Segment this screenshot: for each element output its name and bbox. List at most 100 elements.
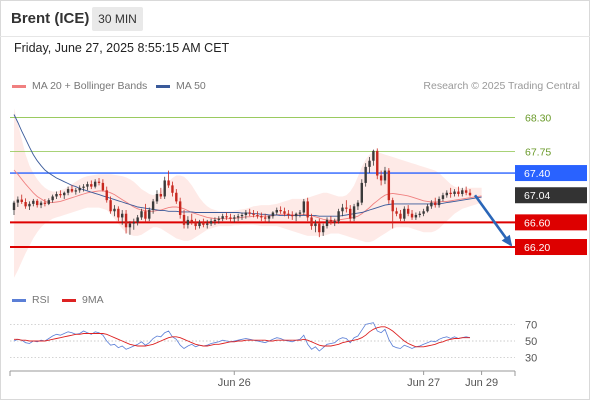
candle-body bbox=[383, 170, 387, 181]
candle bbox=[449, 187, 452, 198]
candle-body bbox=[148, 210, 151, 219]
candle-body bbox=[337, 211, 340, 222]
candle-body bbox=[159, 194, 163, 197]
ma50-label: MA 50 bbox=[176, 80, 206, 92]
candle-body bbox=[39, 202, 43, 206]
candle bbox=[159, 187, 163, 199]
candle bbox=[256, 211, 259, 219]
candlesticks-layer bbox=[12, 148, 472, 238]
candle bbox=[271, 211, 275, 219]
candle bbox=[20, 194, 23, 204]
candle bbox=[171, 181, 174, 197]
candle-body bbox=[410, 213, 414, 218]
candle bbox=[379, 170, 383, 186]
candle-body bbox=[263, 217, 267, 219]
candle-body bbox=[186, 219, 190, 225]
candle-body bbox=[244, 212, 248, 215]
candle-body bbox=[82, 186, 85, 188]
candle bbox=[314, 219, 317, 233]
candle-body bbox=[101, 182, 105, 191]
candle bbox=[225, 212, 228, 220]
candle-body bbox=[306, 201, 309, 218]
candle-body bbox=[55, 194, 58, 197]
ma20-swatch bbox=[12, 84, 26, 88]
candle-body bbox=[16, 199, 20, 203]
candle bbox=[376, 148, 379, 180]
candle-body bbox=[426, 206, 429, 212]
ma20-label: MA 20 + Bollinger Bands bbox=[32, 80, 148, 92]
candle-body bbox=[151, 201, 155, 211]
candle-body bbox=[167, 180, 170, 186]
candle bbox=[341, 203, 344, 217]
candle bbox=[28, 201, 31, 211]
candle-body bbox=[105, 190, 108, 201]
rsi-ma-label: 9MA bbox=[82, 294, 104, 306]
candle bbox=[190, 213, 193, 225]
forecast-arrow-head bbox=[501, 234, 513, 247]
level-label-67.04: 67.04 bbox=[524, 190, 550, 202]
candle-body bbox=[70, 189, 74, 192]
candle bbox=[333, 218, 336, 227]
candle bbox=[182, 210, 186, 229]
candle-body bbox=[360, 182, 363, 203]
candle bbox=[414, 212, 418, 220]
chart-header: Brent (ICE) 30 MIN bbox=[0, 0, 590, 37]
rsi-label: RSI bbox=[32, 294, 50, 306]
rsi-swatch bbox=[12, 298, 26, 302]
level-label-bg-67.40 bbox=[515, 165, 587, 182]
candle-body bbox=[132, 222, 135, 224]
timeframe-button[interactable]: 30 MIN bbox=[92, 7, 143, 31]
legend-ma20: MA 20 + Bollinger Bands bbox=[12, 80, 147, 92]
forecast-arrow-layer bbox=[473, 194, 513, 247]
candle-body bbox=[352, 206, 356, 219]
candle-body bbox=[190, 219, 193, 223]
candle-body bbox=[464, 190, 468, 193]
candle-body bbox=[414, 214, 418, 218]
copyright-text: Research © 2025 Trading Central bbox=[423, 80, 580, 92]
candle-body bbox=[171, 185, 174, 193]
candle bbox=[155, 190, 159, 204]
candle-body bbox=[387, 170, 391, 201]
candle-body bbox=[341, 207, 344, 212]
candle bbox=[221, 213, 224, 222]
candle-body bbox=[217, 218, 221, 220]
candle-body bbox=[406, 208, 410, 214]
candle bbox=[202, 218, 205, 228]
candle-body bbox=[24, 202, 27, 207]
candle-body bbox=[43, 202, 47, 204]
candle-body bbox=[225, 216, 228, 218]
candle bbox=[43, 198, 47, 207]
candle bbox=[434, 197, 437, 208]
candle bbox=[233, 214, 236, 223]
candle-body bbox=[178, 201, 182, 215]
candle bbox=[70, 185, 74, 193]
legend-rsi: RSI bbox=[12, 294, 50, 306]
candle-body bbox=[298, 212, 302, 214]
candle-body bbox=[240, 214, 244, 217]
candle-body bbox=[291, 214, 294, 217]
candle bbox=[66, 186, 70, 196]
price-levels-layer bbox=[10, 117, 515, 249]
candle bbox=[209, 218, 213, 227]
candle-body bbox=[32, 200, 35, 204]
candle-body bbox=[403, 208, 406, 219]
candle-body bbox=[279, 210, 282, 212]
candle-body bbox=[349, 208, 352, 219]
candle bbox=[263, 213, 267, 223]
candle bbox=[329, 216, 333, 225]
candle bbox=[364, 163, 367, 187]
candle bbox=[16, 196, 20, 207]
candle-body bbox=[457, 191, 460, 195]
forecast-arrow-shaft bbox=[473, 194, 513, 246]
ma50-line bbox=[13, 114, 482, 217]
candle bbox=[55, 191, 58, 199]
legend-ma50: MA 50 bbox=[156, 80, 206, 92]
candle bbox=[124, 210, 128, 234]
candle bbox=[298, 210, 302, 218]
candle-body bbox=[271, 212, 275, 217]
rsi-panel: 70 50 30 bbox=[10, 319, 537, 365]
candle bbox=[406, 205, 410, 217]
candle-body bbox=[206, 223, 209, 225]
candle-body bbox=[376, 150, 379, 176]
